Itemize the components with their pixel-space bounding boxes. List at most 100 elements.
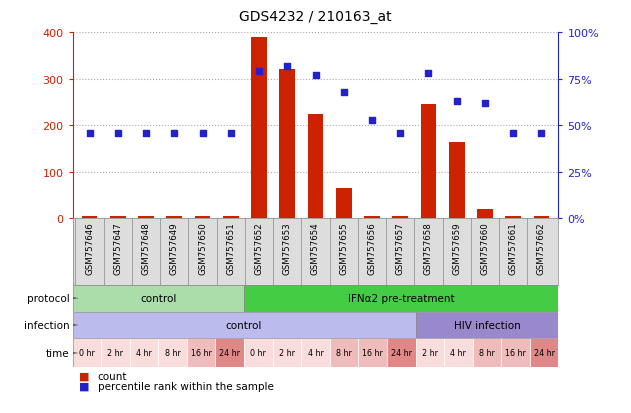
Text: count: count [98, 371, 127, 381]
Point [198, 130, 208, 137]
Point [339, 89, 349, 96]
Bar [473, 339, 501, 368]
Text: 24 hr: 24 hr [534, 349, 555, 358]
Text: 8 hr: 8 hr [165, 349, 180, 358]
Bar [392, 216, 408, 219]
Bar [444, 339, 473, 368]
Point [536, 130, 546, 137]
Text: control: control [140, 293, 177, 304]
Text: percentile rank within the sample: percentile rank within the sample [98, 381, 274, 391]
Point [452, 99, 462, 105]
Point [282, 63, 292, 70]
Bar [110, 216, 126, 219]
Point [141, 130, 151, 137]
Text: GSM757655: GSM757655 [339, 221, 348, 274]
Text: 0 hr: 0 hr [251, 349, 266, 358]
Text: 2 hr: 2 hr [107, 349, 124, 358]
Text: protocol: protocol [27, 293, 69, 304]
Bar [73, 339, 101, 368]
Polygon shape [73, 324, 79, 326]
Text: 24 hr: 24 hr [391, 349, 412, 358]
Text: 0 hr: 0 hr [79, 349, 95, 358]
Text: 16 hr: 16 hr [362, 349, 383, 358]
Text: GSM757646: GSM757646 [85, 221, 94, 274]
Text: GSM757660: GSM757660 [480, 221, 490, 274]
Bar [167, 216, 182, 219]
Text: GSM757649: GSM757649 [170, 221, 179, 274]
Point [508, 130, 518, 137]
Bar [187, 339, 215, 368]
Point [480, 100, 490, 107]
Bar [530, 339, 558, 368]
Bar [308, 114, 323, 219]
Text: GSM757657: GSM757657 [396, 221, 404, 274]
Point [85, 130, 95, 137]
Point [395, 130, 405, 137]
Bar [101, 339, 130, 368]
Point [113, 130, 123, 137]
Text: 4 hr: 4 hr [307, 349, 324, 358]
Text: 16 hr: 16 hr [505, 349, 526, 358]
Text: 2 hr: 2 hr [279, 349, 295, 358]
Text: 4 hr: 4 hr [451, 349, 466, 358]
Bar [336, 189, 351, 219]
Bar [301, 339, 330, 368]
Text: 2 hr: 2 hr [422, 349, 438, 358]
Point [226, 130, 236, 137]
Bar [73, 312, 416, 339]
Bar [244, 339, 273, 368]
Text: ■: ■ [79, 381, 90, 391]
Text: GSM757656: GSM757656 [367, 221, 377, 274]
Text: GSM757662: GSM757662 [537, 221, 546, 274]
Polygon shape [73, 297, 79, 299]
Point [367, 117, 377, 124]
Bar [73, 285, 244, 312]
Text: GSM757658: GSM757658 [424, 221, 433, 274]
Point [310, 73, 321, 79]
Text: 24 hr: 24 hr [219, 349, 240, 358]
Bar [477, 210, 493, 219]
Bar [449, 142, 464, 219]
Bar [534, 216, 549, 219]
Bar [158, 339, 187, 368]
Bar [251, 38, 267, 219]
Bar [138, 216, 154, 219]
Point [169, 130, 179, 137]
Bar [330, 339, 358, 368]
Text: GSM757653: GSM757653 [283, 221, 292, 274]
Text: GSM757661: GSM757661 [509, 221, 518, 274]
Text: control: control [226, 320, 262, 330]
Text: ■: ■ [79, 371, 90, 381]
Bar [358, 339, 387, 368]
Text: time: time [46, 348, 69, 358]
Text: infection: infection [24, 320, 69, 330]
Bar [223, 216, 239, 219]
Text: GSM757659: GSM757659 [452, 221, 461, 274]
Bar [416, 312, 558, 339]
Text: 8 hr: 8 hr [336, 349, 352, 358]
Bar [82, 216, 97, 219]
Text: IFNα2 pre-treatment: IFNα2 pre-treatment [348, 293, 454, 304]
Bar [273, 339, 301, 368]
Bar [364, 216, 380, 219]
Text: GSM757648: GSM757648 [141, 221, 151, 274]
Bar [130, 339, 158, 368]
Bar [215, 339, 244, 368]
Bar [244, 285, 558, 312]
Bar [280, 70, 295, 219]
Text: GSM757651: GSM757651 [227, 221, 235, 274]
Bar [501, 339, 530, 368]
Polygon shape [73, 352, 79, 354]
Text: GDS4232 / 210163_at: GDS4232 / 210163_at [239, 10, 392, 24]
Point [423, 71, 433, 77]
Bar [505, 216, 521, 219]
Text: GSM757647: GSM757647 [113, 221, 122, 274]
Text: 4 hr: 4 hr [136, 349, 152, 358]
Bar [387, 339, 416, 368]
Text: 16 hr: 16 hr [191, 349, 211, 358]
Text: GSM757654: GSM757654 [311, 221, 320, 274]
Bar [195, 216, 210, 219]
Text: 8 hr: 8 hr [479, 349, 495, 358]
Text: HIV infection: HIV infection [454, 320, 521, 330]
Text: GSM757650: GSM757650 [198, 221, 207, 274]
